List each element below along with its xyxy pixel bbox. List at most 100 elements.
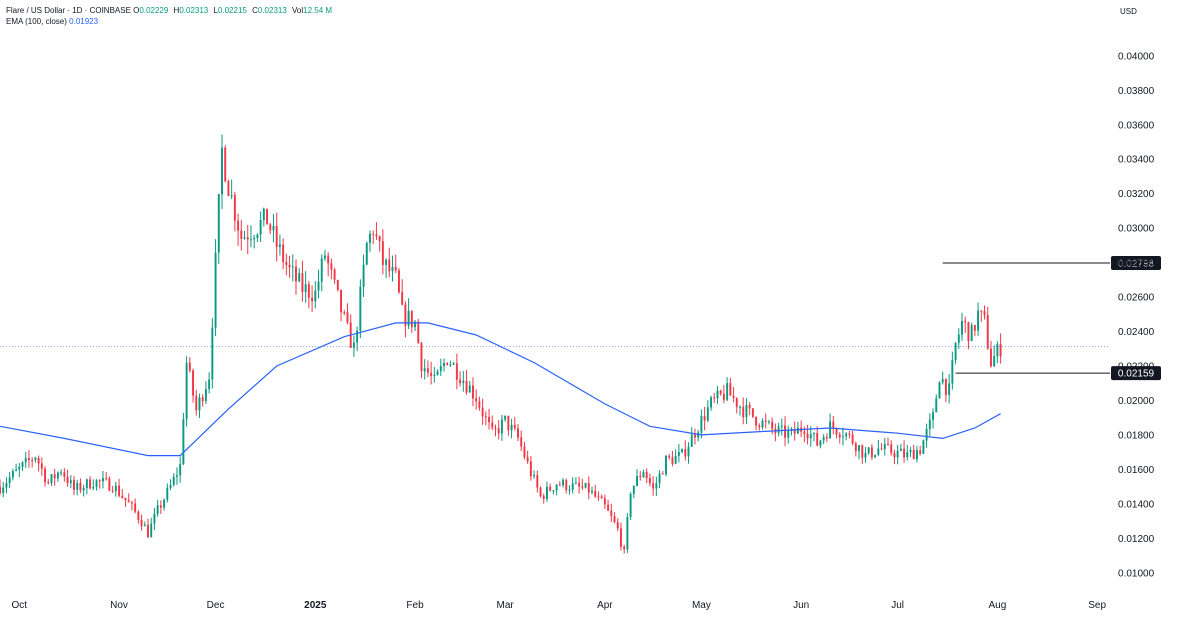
candle	[159, 500, 162, 515]
candle	[311, 285, 314, 312]
candle-body	[877, 448, 880, 455]
candle	[545, 481, 548, 502]
candle-body	[735, 398, 738, 408]
candle-body	[517, 428, 519, 438]
candle-body	[552, 490, 555, 492]
candle-body	[124, 497, 127, 501]
candle	[816, 426, 819, 447]
candle-body	[613, 516, 616, 523]
y-tick-label: 0.02200	[1118, 362, 1155, 373]
candle	[246, 224, 249, 255]
candle	[777, 422, 780, 437]
candle	[835, 427, 838, 439]
candle-body	[481, 407, 484, 417]
candle	[513, 417, 516, 431]
candle	[211, 317, 214, 389]
candle-body	[494, 427, 497, 429]
candle-body	[327, 255, 330, 264]
candle	[877, 439, 880, 457]
candle-body	[166, 487, 169, 500]
candle-body	[397, 270, 400, 293]
candle	[443, 358, 445, 372]
candle-body	[748, 404, 751, 409]
candle-body	[932, 412, 935, 420]
candle	[793, 421, 796, 441]
y-tick-label: 0.01000	[1118, 568, 1155, 579]
candle-body	[935, 398, 938, 413]
candle	[594, 484, 597, 498]
candle	[317, 269, 320, 299]
candle	[397, 268, 400, 294]
candle-body	[558, 484, 561, 486]
candle	[739, 405, 741, 416]
ema-label: EMA (100, close)	[6, 17, 67, 26]
y-axis[interactable]: 0.01000 0.01200 0.01400 0.01600 0.01800 0.020…	[1118, 51, 1155, 579]
candle-body	[835, 428, 838, 435]
candle-body	[973, 325, 976, 331]
candle	[388, 247, 391, 278]
candle-body	[954, 342, 957, 361]
candle-body	[838, 434, 841, 438]
candle	[600, 494, 603, 499]
candle-body	[674, 455, 677, 464]
candle	[845, 432, 848, 441]
vol-label: Vol	[292, 6, 304, 15]
candle	[954, 342, 957, 365]
candle-body	[854, 443, 857, 451]
candle-body	[665, 455, 667, 475]
ema-line	[0, 322, 1001, 457]
candle-body	[777, 426, 780, 433]
candle	[922, 439, 925, 455]
candle	[571, 477, 574, 494]
candle-body	[108, 478, 111, 491]
candle	[481, 398, 484, 425]
candle	[491, 415, 494, 431]
candle-body	[275, 225, 278, 247]
candle-body	[227, 181, 230, 197]
candle-body	[961, 320, 963, 335]
candle	[700, 409, 703, 439]
candle-body	[433, 374, 436, 376]
candle	[636, 469, 639, 487]
candle	[549, 483, 552, 492]
candle-body	[121, 495, 124, 498]
candle-body	[163, 499, 166, 508]
candle-body	[346, 312, 349, 323]
candle-body	[858, 445, 861, 451]
candle	[27, 450, 30, 468]
candle	[912, 445, 915, 460]
price-tag-label: 0.02159	[1118, 369, 1155, 380]
candle	[648, 473, 651, 487]
candle	[18, 462, 21, 478]
x-axis[interactable]: Oct Nov Dec 2025 Feb Mar Apr May Jun Jul Aug Sep	[12, 600, 1107, 611]
candle-body	[404, 304, 407, 326]
candle	[796, 421, 799, 434]
candle	[507, 415, 510, 436]
symbol-title: Flare / US Dollar · 1D · COINBASE	[6, 6, 131, 15]
candle	[819, 439, 822, 449]
x-tick-label: Dec	[207, 600, 225, 611]
candle	[771, 417, 774, 435]
candle	[76, 479, 79, 496]
candle-body	[262, 208, 265, 221]
candle-body	[24, 457, 27, 463]
candle-body	[253, 237, 256, 240]
candle-body	[568, 489, 571, 491]
candle	[217, 193, 220, 264]
candle	[661, 471, 664, 475]
candle	[195, 389, 198, 416]
open-value: 0.02229	[139, 6, 169, 15]
candle	[304, 271, 307, 303]
candle-body	[829, 421, 832, 439]
price-tag	[1111, 366, 1161, 381]
candle	[185, 356, 188, 427]
candle	[967, 321, 970, 350]
candle	[182, 412, 185, 466]
candle	[674, 449, 677, 464]
candle	[44, 466, 47, 487]
candle	[806, 424, 809, 445]
candle	[314, 280, 317, 309]
candle-body	[993, 356, 996, 367]
vol-value: 12.54 M	[303, 6, 333, 15]
